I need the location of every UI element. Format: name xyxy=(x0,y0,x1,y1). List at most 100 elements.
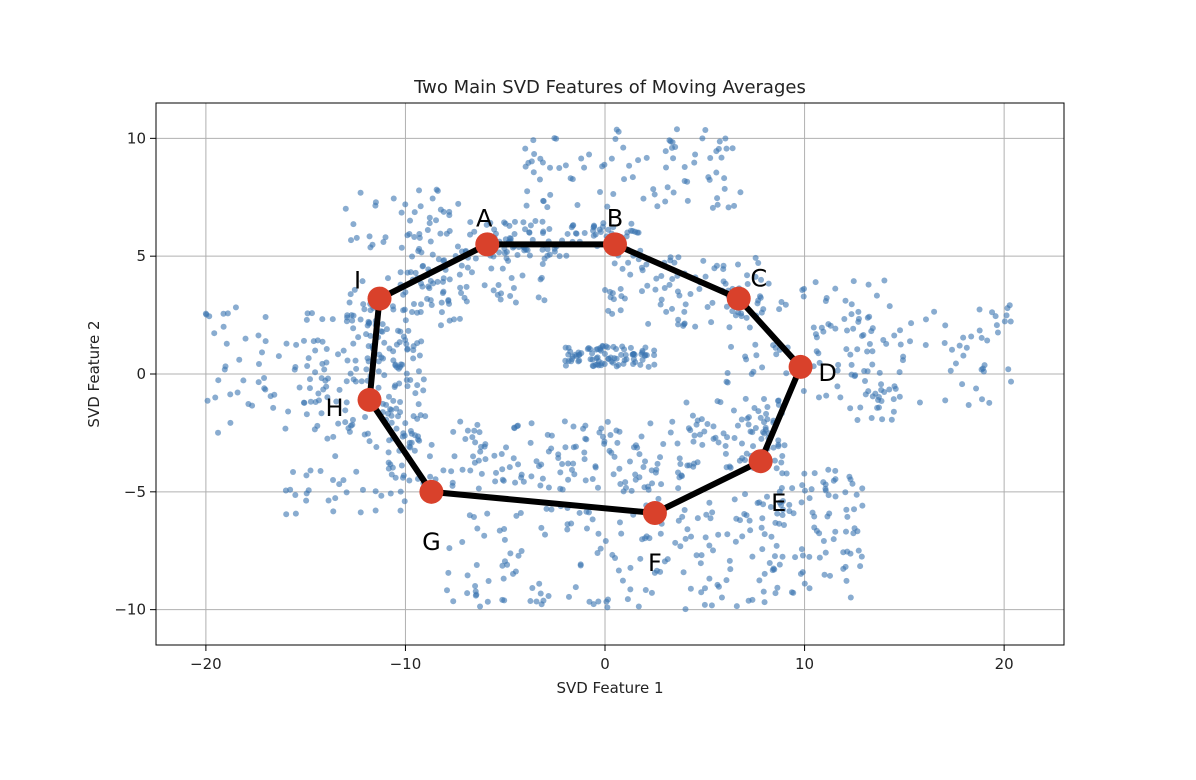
scatter-point xyxy=(675,517,682,524)
scatter-point xyxy=(772,590,779,597)
scatter-point xyxy=(325,497,332,504)
scatter-point xyxy=(842,489,849,496)
scatter-point xyxy=(701,428,708,435)
scatter-point xyxy=(900,353,907,360)
scatter-point xyxy=(638,433,645,440)
scatter-point xyxy=(426,220,433,227)
scatter-point xyxy=(586,151,593,158)
scatter-point xyxy=(240,377,247,384)
x-tick-label: 0 xyxy=(600,655,610,673)
scatter-point xyxy=(393,341,400,348)
scatter-point xyxy=(843,506,850,513)
scatter-point xyxy=(469,434,476,441)
scatter-point xyxy=(820,328,827,335)
scatter-point xyxy=(825,466,832,473)
scatter-point xyxy=(827,572,834,579)
scatter-point xyxy=(546,251,553,258)
scatter-point xyxy=(878,397,885,404)
scatter-point xyxy=(386,345,393,352)
scatter-point xyxy=(536,176,543,183)
scatter-point xyxy=(709,204,716,211)
scatter-point xyxy=(497,296,504,303)
scatter-point xyxy=(511,424,518,431)
scatter-point xyxy=(779,470,786,477)
scatter-point xyxy=(409,308,416,315)
scatter-point xyxy=(545,484,552,491)
scatter-point xyxy=(381,372,388,379)
scatter-point xyxy=(810,324,817,331)
scatter-point xyxy=(464,572,471,579)
scatter-point xyxy=(450,598,457,605)
scatter-point xyxy=(617,285,624,292)
scatter-point xyxy=(407,376,414,383)
scatter-point xyxy=(372,199,379,206)
scatter-point xyxy=(582,477,589,484)
scatter-point xyxy=(574,201,581,208)
scatter-point xyxy=(627,586,634,593)
scatter-point xyxy=(755,408,762,415)
scatter-point xyxy=(862,377,869,384)
scatter-point xyxy=(540,228,547,235)
scatter-point xyxy=(764,403,771,410)
scatter-point xyxy=(649,480,656,487)
scatter-point xyxy=(433,217,440,224)
scatter-point xyxy=(702,273,709,280)
scatter-point xyxy=(455,200,462,207)
scatter-point xyxy=(761,570,768,577)
scatter-point xyxy=(731,202,738,209)
scatter-point xyxy=(301,399,308,406)
scatter-point xyxy=(529,585,536,592)
scatter-point xyxy=(542,531,549,538)
scatter-point xyxy=(623,484,630,491)
scatter-point xyxy=(464,427,471,434)
scatter-point xyxy=(262,338,269,345)
scatter-point xyxy=(414,382,421,389)
scatter-point xyxy=(459,466,466,473)
scatter-point xyxy=(261,385,268,392)
scatter-point xyxy=(632,442,639,449)
scatter-point xyxy=(859,485,866,492)
scatter-point xyxy=(825,492,832,499)
scatter-point xyxy=(679,513,686,520)
scatter-point xyxy=(437,206,444,213)
scatter-point xyxy=(761,531,768,538)
scatter-point xyxy=(470,453,477,460)
scatter-point xyxy=(389,464,396,471)
scatter-point xyxy=(855,308,862,315)
scatter-point xyxy=(308,310,315,317)
scatter-point xyxy=(840,549,847,556)
scatter-point xyxy=(691,432,698,439)
scatter-point xyxy=(743,314,750,321)
scatter-point xyxy=(472,439,479,446)
scatter-point xyxy=(540,198,547,205)
scatter-point xyxy=(389,303,396,310)
scatter-point xyxy=(709,299,716,306)
point-label-i: I xyxy=(354,267,361,295)
scatter-point xyxy=(835,361,842,368)
scatter-point xyxy=(640,463,647,470)
scatter-point xyxy=(779,497,786,504)
scatter-point xyxy=(569,176,576,183)
scatter-point xyxy=(635,229,642,236)
marker-h xyxy=(357,387,382,412)
scatter-point xyxy=(364,430,371,437)
scatter-point xyxy=(402,289,409,296)
scatter-point xyxy=(429,195,436,202)
scatter-point xyxy=(557,469,564,476)
scatter-point xyxy=(410,413,417,420)
scatter-point xyxy=(799,552,806,559)
scatter-point xyxy=(671,259,678,266)
scatter-point xyxy=(896,369,903,376)
scatter-point xyxy=(329,316,336,323)
scatter-point xyxy=(352,357,359,364)
scatter-point xyxy=(385,393,392,400)
scatter-point xyxy=(536,580,543,587)
scatter-point xyxy=(493,469,500,476)
scatter-point xyxy=(754,500,761,507)
scatter-point xyxy=(800,293,807,300)
scatter-point xyxy=(415,401,422,408)
scatter-point xyxy=(890,396,897,403)
polygon-line xyxy=(366,241,804,517)
scatter-point xyxy=(416,231,423,238)
scatter-point xyxy=(572,351,579,358)
